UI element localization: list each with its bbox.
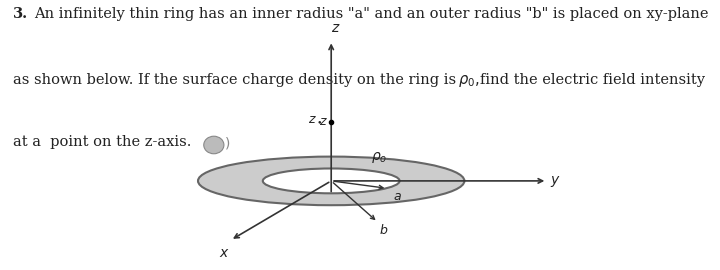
Ellipse shape xyxy=(198,157,464,205)
Ellipse shape xyxy=(204,136,224,154)
Text: $\rho_0$,: $\rho_0$, xyxy=(458,73,480,89)
Text: 3.: 3. xyxy=(13,7,28,21)
Ellipse shape xyxy=(263,168,400,193)
Text: as shown below. If the surface charge density on the ring is: as shown below. If the surface charge de… xyxy=(13,73,461,87)
Text: z: z xyxy=(331,21,338,35)
Text: $z_\bullet$: $z_\bullet$ xyxy=(308,112,323,125)
Text: y: y xyxy=(551,173,559,187)
Text: at a  point on the z-axis.: at a point on the z-axis. xyxy=(13,135,192,149)
Text: find the electric field intensity: find the electric field intensity xyxy=(480,73,704,87)
Text: (: ( xyxy=(207,136,213,150)
Text: An infinitely thin ring has an inner radius "a" and an outer radius "b" is place: An infinitely thin ring has an inner rad… xyxy=(35,7,709,21)
Text: ): ) xyxy=(225,136,230,150)
Text: x: x xyxy=(219,246,228,260)
Text: $\rho_o$: $\rho_o$ xyxy=(371,150,387,166)
Text: b: b xyxy=(379,224,387,237)
Text: a: a xyxy=(393,190,400,203)
Text: z: z xyxy=(319,115,325,128)
